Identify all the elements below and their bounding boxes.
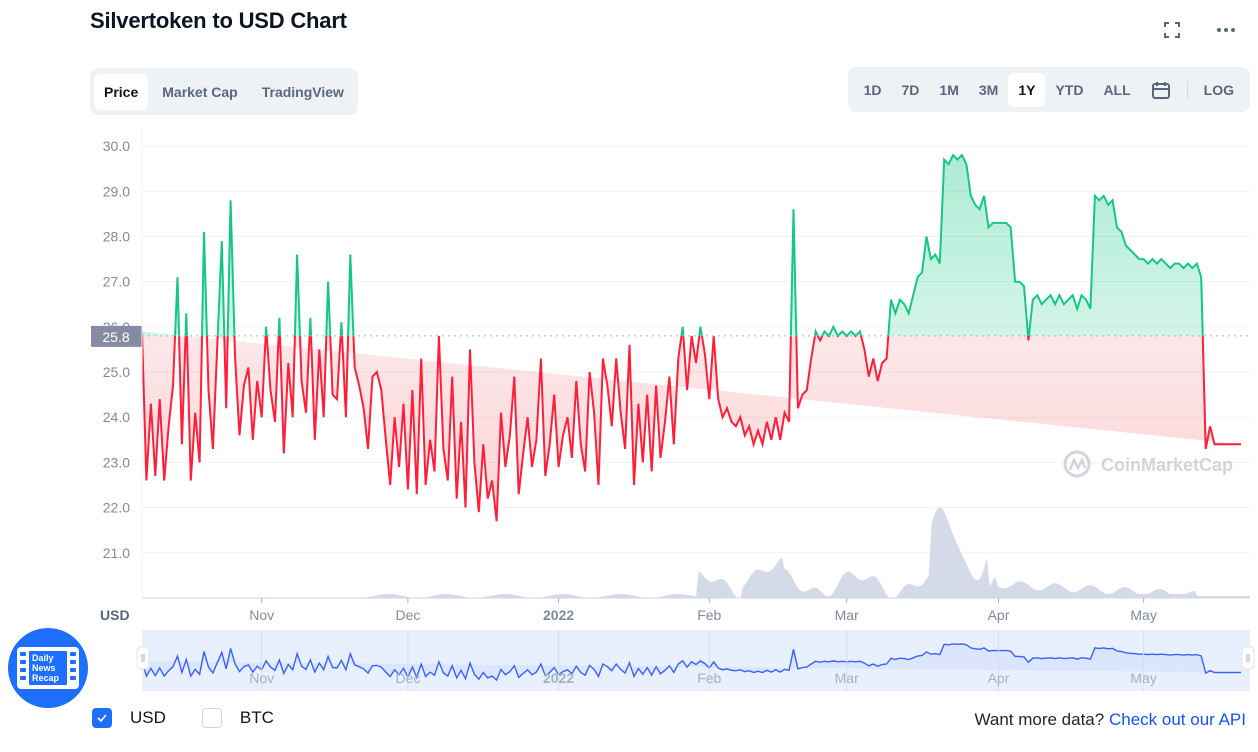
usd-checkbox[interactable]: USD	[92, 708, 166, 728]
navigator-tick-label: Mar	[835, 670, 859, 686]
usd-label: USD	[130, 708, 166, 727]
chart-type-tabs: Price Market Cap TradingView	[90, 68, 358, 115]
header-actions	[1160, 18, 1238, 42]
range-3m[interactable]: 3M	[978, 81, 999, 98]
range-ytd[interactable]: YTD	[1055, 81, 1084, 98]
y-tick-label: 22.0	[103, 500, 130, 516]
y-tick-label: 28.0	[103, 228, 130, 244]
api-link[interactable]: Check out our API	[1108, 710, 1246, 729]
checkbox-checked[interactable]	[92, 708, 112, 728]
range-1m[interactable]: 1M	[939, 81, 959, 98]
daily-news-recap-badge[interactable]: Daily News Recap	[8, 628, 88, 708]
reference-badge	[91, 325, 142, 347]
svg-text:Recap: Recap	[32, 673, 60, 683]
navigator-handle-right[interactable]	[1241, 646, 1255, 670]
range-7d[interactable]: 7D	[901, 81, 920, 98]
navigator-tick-label: Apr	[988, 670, 1010, 686]
divider	[1186, 80, 1188, 99]
tab-price[interactable]: Price	[94, 73, 149, 110]
film-news-icon: Daily News Recap	[17, 647, 79, 689]
api-promo: Want more data? Check out our API	[974, 710, 1246, 730]
x-tick-label: Nov	[249, 607, 274, 623]
svg-text:News: News	[32, 663, 56, 673]
navigator-handle-left[interactable]	[136, 646, 150, 670]
range-all[interactable]: ALL	[1103, 81, 1131, 98]
x-tick-label: Apr	[988, 607, 1010, 623]
btc-checkbox[interactable]: BTC	[201, 708, 274, 728]
x-tick-label: May	[1130, 607, 1156, 623]
fullscreen-button[interactable]	[1160, 18, 1184, 42]
navigator-line	[141, 643, 1242, 682]
y-tick-label: 30.0	[103, 138, 130, 154]
price-line-below	[142, 335, 1242, 522]
navigator-tick-label: 2022	[543, 670, 574, 686]
price-chart[interactable]: 21.022.023.024.025.026.027.028.029.030.0…	[0, 120, 1258, 740]
x-tick-label: Dec	[395, 607, 420, 623]
time-range-selector: 1D 7D 1M 3M 1Y YTD ALL LOG	[847, 67, 1250, 112]
reference-value: 25.8	[102, 329, 129, 345]
y-tick-label: 29.0	[103, 183, 130, 199]
currency-toggles: USD BTC	[92, 708, 274, 728]
expand-icon	[1164, 22, 1180, 38]
navigator-tick-label: Feb	[697, 670, 721, 686]
tab-market-cap[interactable]: Market Cap	[162, 83, 238, 100]
y-tick-label: 24.0	[103, 409, 130, 425]
date-picker-button[interactable]	[1141, 73, 1181, 107]
checkmark-icon	[97, 714, 107, 723]
log-scale-toggle[interactable]: LOG	[1203, 81, 1234, 98]
y-tick-label: 27.0	[103, 274, 130, 290]
chart-canvas[interactable]: 21.022.023.024.025.026.027.028.029.030.0…	[0, 120, 1258, 740]
x-tick-label: Mar	[835, 607, 859, 623]
x-tick-label: 2022	[543, 607, 574, 623]
price-line-above	[142, 153, 1204, 336]
checkbox-unchecked[interactable]	[201, 708, 222, 728]
currency-axis-label: USD	[100, 607, 130, 623]
y-tick-label: 23.0	[103, 454, 130, 470]
navigator-tick-label: Dec	[395, 670, 420, 686]
range-1d[interactable]: 1D	[863, 81, 882, 98]
tab-tradingview[interactable]: TradingView	[261, 83, 344, 100]
more-options-button[interactable]	[1214, 18, 1238, 42]
btc-label: BTC	[239, 708, 274, 727]
svg-text:Daily: Daily	[32, 653, 54, 663]
price-area-above	[142, 155, 1203, 336]
range-1y[interactable]: 1Y	[1008, 72, 1046, 107]
x-tick-label: Feb	[697, 607, 721, 623]
y-tick-label: 25.0	[103, 364, 130, 380]
navigator-tick-label: Nov	[249, 670, 274, 686]
page-title: Silvertoken to USD Chart	[90, 8, 347, 33]
y-tick-label: 21.0	[103, 545, 130, 561]
calendar-icon	[1151, 81, 1170, 99]
api-prompt: Want more data?	[974, 710, 1105, 729]
navigator-tick-label: May	[1130, 670, 1156, 686]
coinmarketcap-watermark: CoinMarketCap	[1063, 450, 1233, 478]
more-horizontal-icon	[1217, 28, 1235, 32]
svg-text:CoinMarketCap: CoinMarketCap	[1101, 455, 1233, 475]
